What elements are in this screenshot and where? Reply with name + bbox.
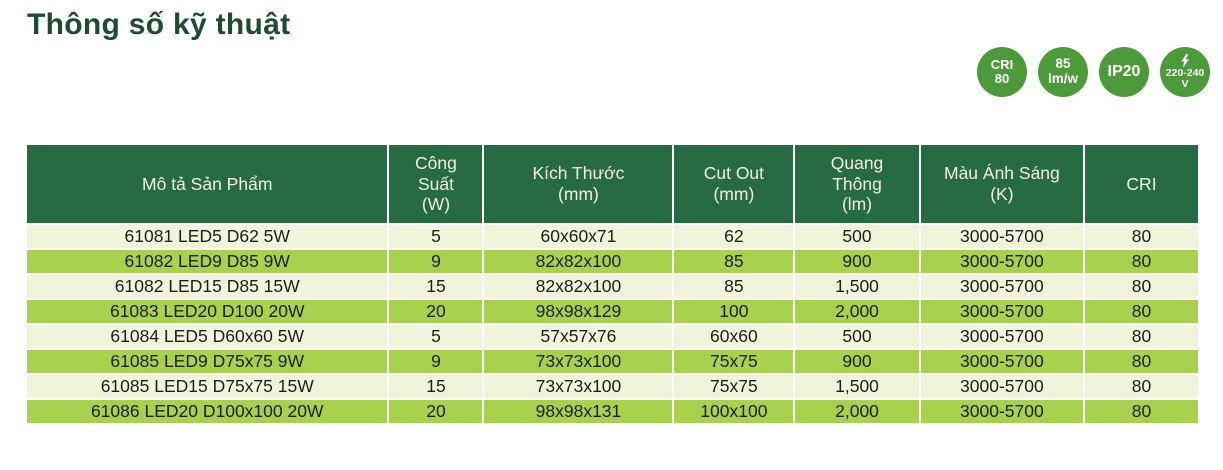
voltage-badge-label: 220-240 V [1165, 66, 1205, 90]
table-row: 61082 LED15 D85 15W 15 82x82x100 85 1,500 300… [24, 273, 1200, 300]
table-cell: 60x60x71 [482, 223, 675, 250]
column-header-flux: Quang Thông (lm) [793, 143, 921, 225]
table-cell: 3000-5700 [918, 273, 1086, 300]
table-cell: 61084 LED5 D60x60 5W [24, 323, 390, 350]
table-cell: 61085 LED15 D75x75 15W [24, 373, 390, 400]
table-cell: 5 [387, 323, 485, 350]
table-cell: 500 [793, 223, 921, 250]
table-cell: 3000-5700 [918, 323, 1086, 350]
table-cell: 20 [387, 398, 485, 425]
table-cell: 98x98x131 [482, 398, 675, 425]
table-cell: 80 [1083, 348, 1200, 375]
table-cell: 2,000 [793, 298, 921, 325]
table-cell: 61085 LED9 D75x75 9W [24, 348, 390, 375]
table-cell: 75x75 [672, 348, 796, 375]
table-cell: 98x98x129 [482, 298, 675, 325]
table-cell: 900 [793, 348, 921, 375]
column-header-cri: CRI [1083, 143, 1200, 225]
table-row: 61086 LED20 D100x100 20W 20 98x98x131 100x1… [24, 398, 1200, 425]
table-cell: 61081 LED5 D62 5W [24, 223, 390, 250]
table-cell: 1,500 [793, 273, 921, 300]
table-cell: 5 [387, 223, 485, 250]
efficacy-badge-label: 85 lm/w [1047, 56, 1078, 86]
table-row: 61085 LED15 D75x75 15W 15 73x73x100 75x75 1,… [24, 373, 1200, 400]
page-title: Thông số kỹ thuật [27, 8, 291, 41]
ip-rating-badge: IP20 [1099, 47, 1149, 97]
table-cell: 82x82x100 [482, 248, 675, 275]
table-cell: 3000-5700 [918, 373, 1086, 400]
table-cell: 1,500 [793, 373, 921, 400]
table-cell: 20 [387, 298, 485, 325]
table-cell: 80 [1083, 323, 1200, 350]
table-cell: 100x100 [672, 398, 796, 425]
table-cell: 500 [793, 323, 921, 350]
table-cell: 61082 LED15 D85 15W [24, 273, 390, 300]
table-cell: 100 [672, 298, 796, 325]
table-cell: 80 [1083, 223, 1200, 250]
table-cell: 62 [672, 223, 796, 250]
table-cell: 82x82x100 [482, 273, 675, 300]
table-cell: 80 [1083, 373, 1200, 400]
table-cell: 57x57x76 [482, 323, 675, 350]
table-cell: 61086 LED20 D100x100 20W [24, 398, 390, 425]
table-cell: 73x73x100 [482, 373, 675, 400]
table-cell: 73x73x100 [482, 348, 675, 375]
efficacy-badge: 85 lm/w [1038, 47, 1088, 97]
spec-table: Mô tả Sản Phẩm Công Suất (W) Kích Thước … [24, 143, 1200, 425]
table-cell: 85 [672, 273, 796, 300]
table-cell: 3000-5700 [918, 348, 1086, 375]
column-header-dimensions: Kích Thước (mm) [482, 143, 675, 225]
table-cell: 61083 LED20 D100 20W [24, 298, 390, 325]
ip-rating-badge-label: IP20 [1107, 63, 1141, 81]
table-cell: 80 [1083, 248, 1200, 275]
table-cell: 900 [793, 248, 921, 275]
table-row: 61084 LED5 D60x60 5W 5 57x57x76 60x60 500 300… [24, 323, 1200, 350]
table-row: 61082 LED9 D85 9W 9 82x82x100 85 900 3000-570… [24, 248, 1200, 275]
column-header-power: Công Suất (W) [387, 143, 485, 225]
lightning-icon [1181, 53, 1189, 68]
table-cell: 3000-5700 [918, 248, 1086, 275]
table-cell: 85 [672, 248, 796, 275]
table-row: 61081 LED5 D62 5W 5 60x60x71 62 500 3000-5700… [24, 223, 1200, 250]
table-cell: 61082 LED9 D85 9W [24, 248, 390, 275]
table-cell: 60x60 [672, 323, 796, 350]
table-cell: 80 [1083, 298, 1200, 325]
table-cell: 15 [387, 373, 485, 400]
feature-badges: CRI 80 85 lm/w IP20 220-240 V [977, 47, 1210, 97]
table-cell: 9 [387, 248, 485, 275]
table-cell: 75x75 [672, 373, 796, 400]
column-header-description: Mô tả Sản Phẩm [24, 143, 390, 225]
table-cell: 3000-5700 [918, 223, 1086, 250]
column-header-color-temp: Màu Ánh Sáng (K) [918, 143, 1086, 225]
table-row: 61085 LED9 D75x75 9W 9 73x73x100 75x75 900 30… [24, 348, 1200, 375]
table-cell: 3000-5700 [918, 398, 1086, 425]
column-header-cutout: Cut Out (mm) [672, 143, 796, 225]
spec-table-header: Mô tả Sản Phẩm Công Suất (W) Kích Thước … [24, 143, 1200, 225]
table-cell: 80 [1083, 398, 1200, 425]
table-row: 61083 LED20 D100 20W 20 98x98x129 100 2,000 3… [24, 298, 1200, 325]
cri-badge: CRI 80 [977, 47, 1027, 97]
table-cell: 9 [387, 348, 485, 375]
table-cell: 3000-5700 [918, 298, 1086, 325]
cri-badge-label: CRI 80 [990, 56, 1014, 86]
table-cell: 2,000 [793, 398, 921, 425]
table-cell: 80 [1083, 273, 1200, 300]
voltage-badge: 220-240 V [1160, 47, 1210, 97]
spec-table-body: 61081 LED5 D62 5W 5 60x60x71 62 500 3000-5700… [24, 223, 1200, 425]
table-cell: 15 [387, 273, 485, 300]
